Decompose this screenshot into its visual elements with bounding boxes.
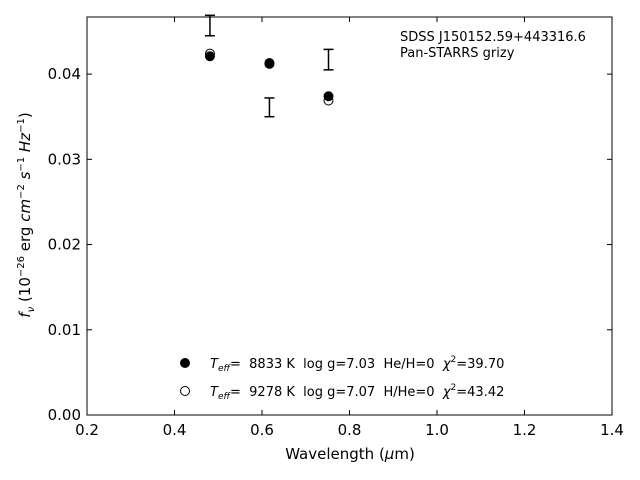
model-point-filled <box>264 58 275 69</box>
x-axis-ticks: 0.2 0.4 0.6 0.8 1.0 1.2 1.4 <box>75 17 624 439</box>
plot-frame <box>86 16 613 416</box>
y-axis-ticks: 0.00 0.01 0.02 0.03 0.04 <box>48 65 612 424</box>
y-tick-label: 0.00 <box>48 406 81 424</box>
legend-entry-1: Teff= 8833 K log g=7.03 He/H=0 χ2=39.70 <box>210 355 504 374</box>
y-tick-label: 0.04 <box>48 65 81 83</box>
x-tick-label: 0.2 <box>75 421 99 439</box>
x-tick-label: 0.8 <box>338 421 362 439</box>
object-name-annotation: SDSS J150152.59+443316.6 <box>400 30 586 45</box>
legend-marker-open <box>180 386 190 396</box>
legend-marker-filled <box>180 358 190 368</box>
x-tick-label: 0.4 <box>163 421 187 439</box>
legend: Teff= 8833 K log g=7.03 He/H=0 χ2=39.70 … <box>180 355 504 402</box>
x-tick-label: 1.0 <box>425 421 449 439</box>
x-axis-label: Wavelength (μm) <box>285 445 415 463</box>
y-tick-label: 0.02 <box>48 236 81 254</box>
model-point-filled <box>204 51 215 62</box>
y-tick-label: 0.03 <box>48 150 81 168</box>
y-tick-label: 0.01 <box>48 321 81 339</box>
survey-annotation: Pan-STARRS grizy <box>400 46 515 61</box>
x-tick-label: 1.2 <box>513 421 537 439</box>
x-tick-label: 0.6 <box>250 421 274 439</box>
x-tick-label: 1.4 <box>600 421 624 439</box>
y-axis-label: fν (10−26 erg cm−2 s−1 Hz−1) <box>16 112 37 317</box>
legend-entry-2: Teff= 9278 K log g=7.07 H/He=0 χ2=43.42 <box>210 383 504 402</box>
data-marks <box>204 14 334 118</box>
model-point-filled <box>323 91 334 102</box>
plot-border <box>86 16 613 416</box>
